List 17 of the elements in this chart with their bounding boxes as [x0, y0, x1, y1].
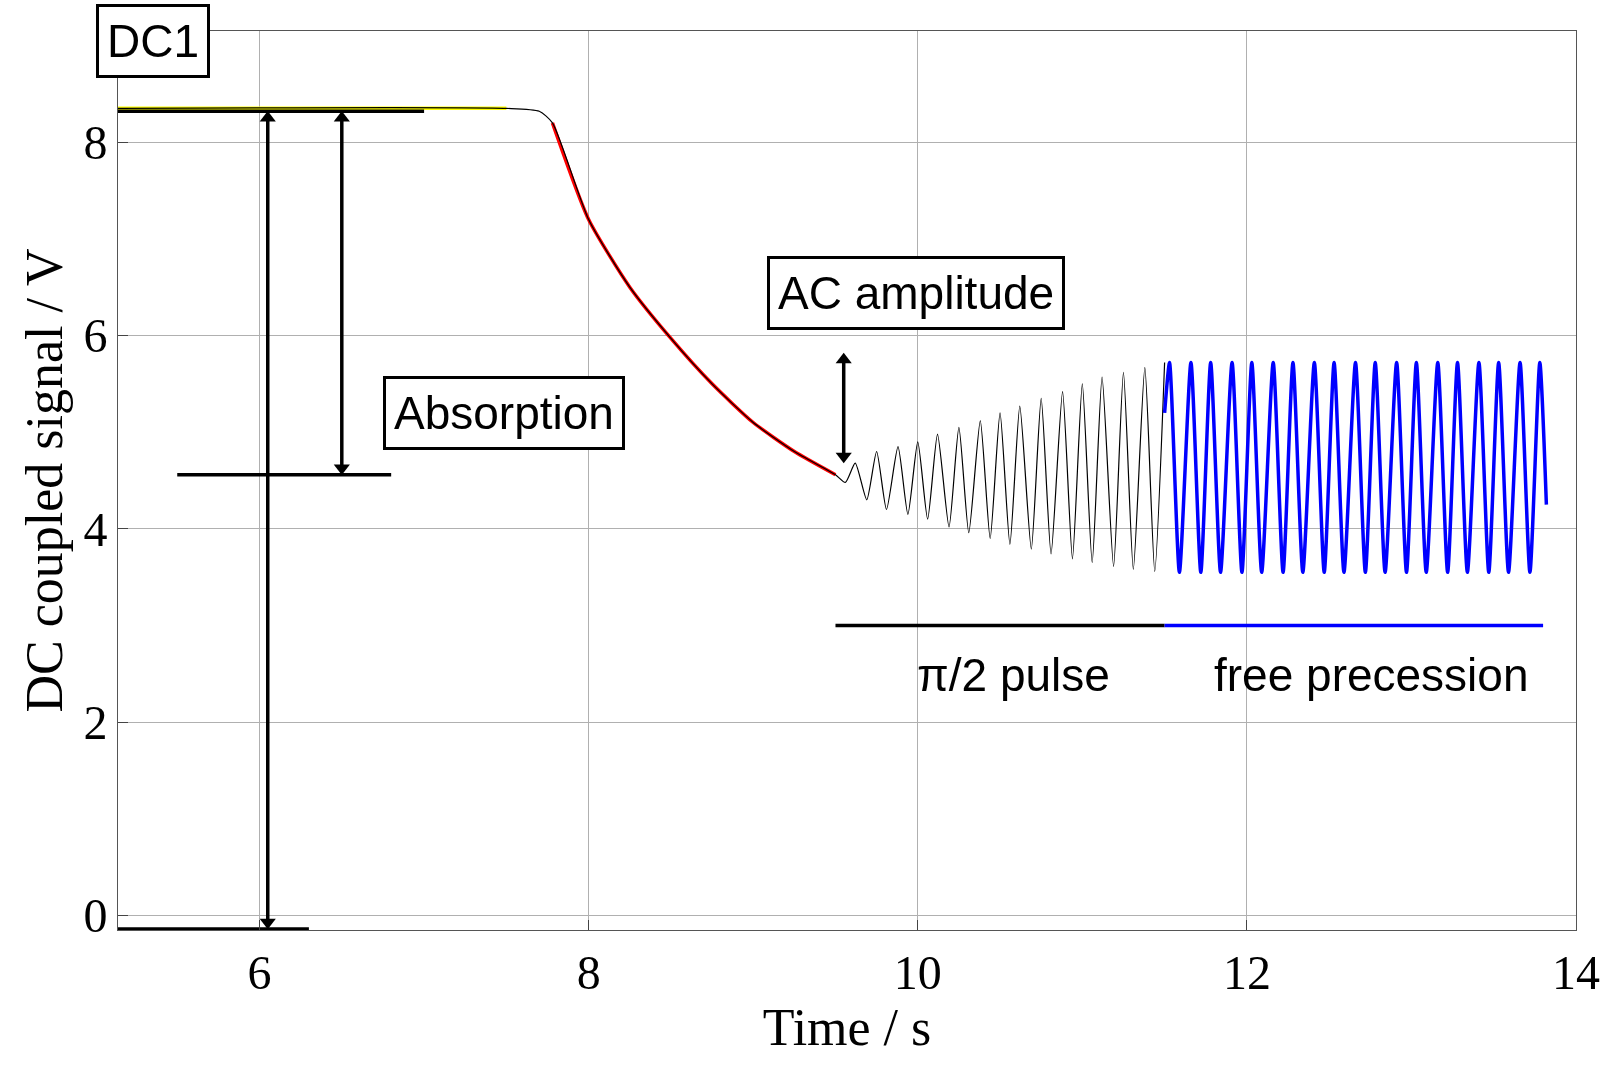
- annotation: AC amplitude: [778, 267, 1055, 319]
- y-tick-label: 0: [83, 889, 108, 943]
- y-tick-label: 2: [83, 695, 108, 749]
- y-tick-label: 6: [83, 309, 108, 363]
- x-tick-label: 12: [1222, 945, 1271, 999]
- y-tick-label: 4: [83, 502, 108, 556]
- annotation: free precession: [1214, 649, 1529, 701]
- y-tick-label: 8: [83, 115, 108, 169]
- x-tick-label: 8: [576, 945, 601, 999]
- annotation: π/2 pulse: [917, 649, 1110, 701]
- annotation: Absorption: [394, 387, 614, 439]
- x-axis-title: Time / s: [762, 998, 932, 1056]
- annotation: DC1: [107, 15, 200, 67]
- x-tick-label: 14: [1552, 945, 1600, 999]
- x-tick-label: 10: [893, 945, 942, 999]
- y-axis-title: DC coupled signal / V: [15, 248, 73, 713]
- x-tick-label: 6: [247, 945, 272, 999]
